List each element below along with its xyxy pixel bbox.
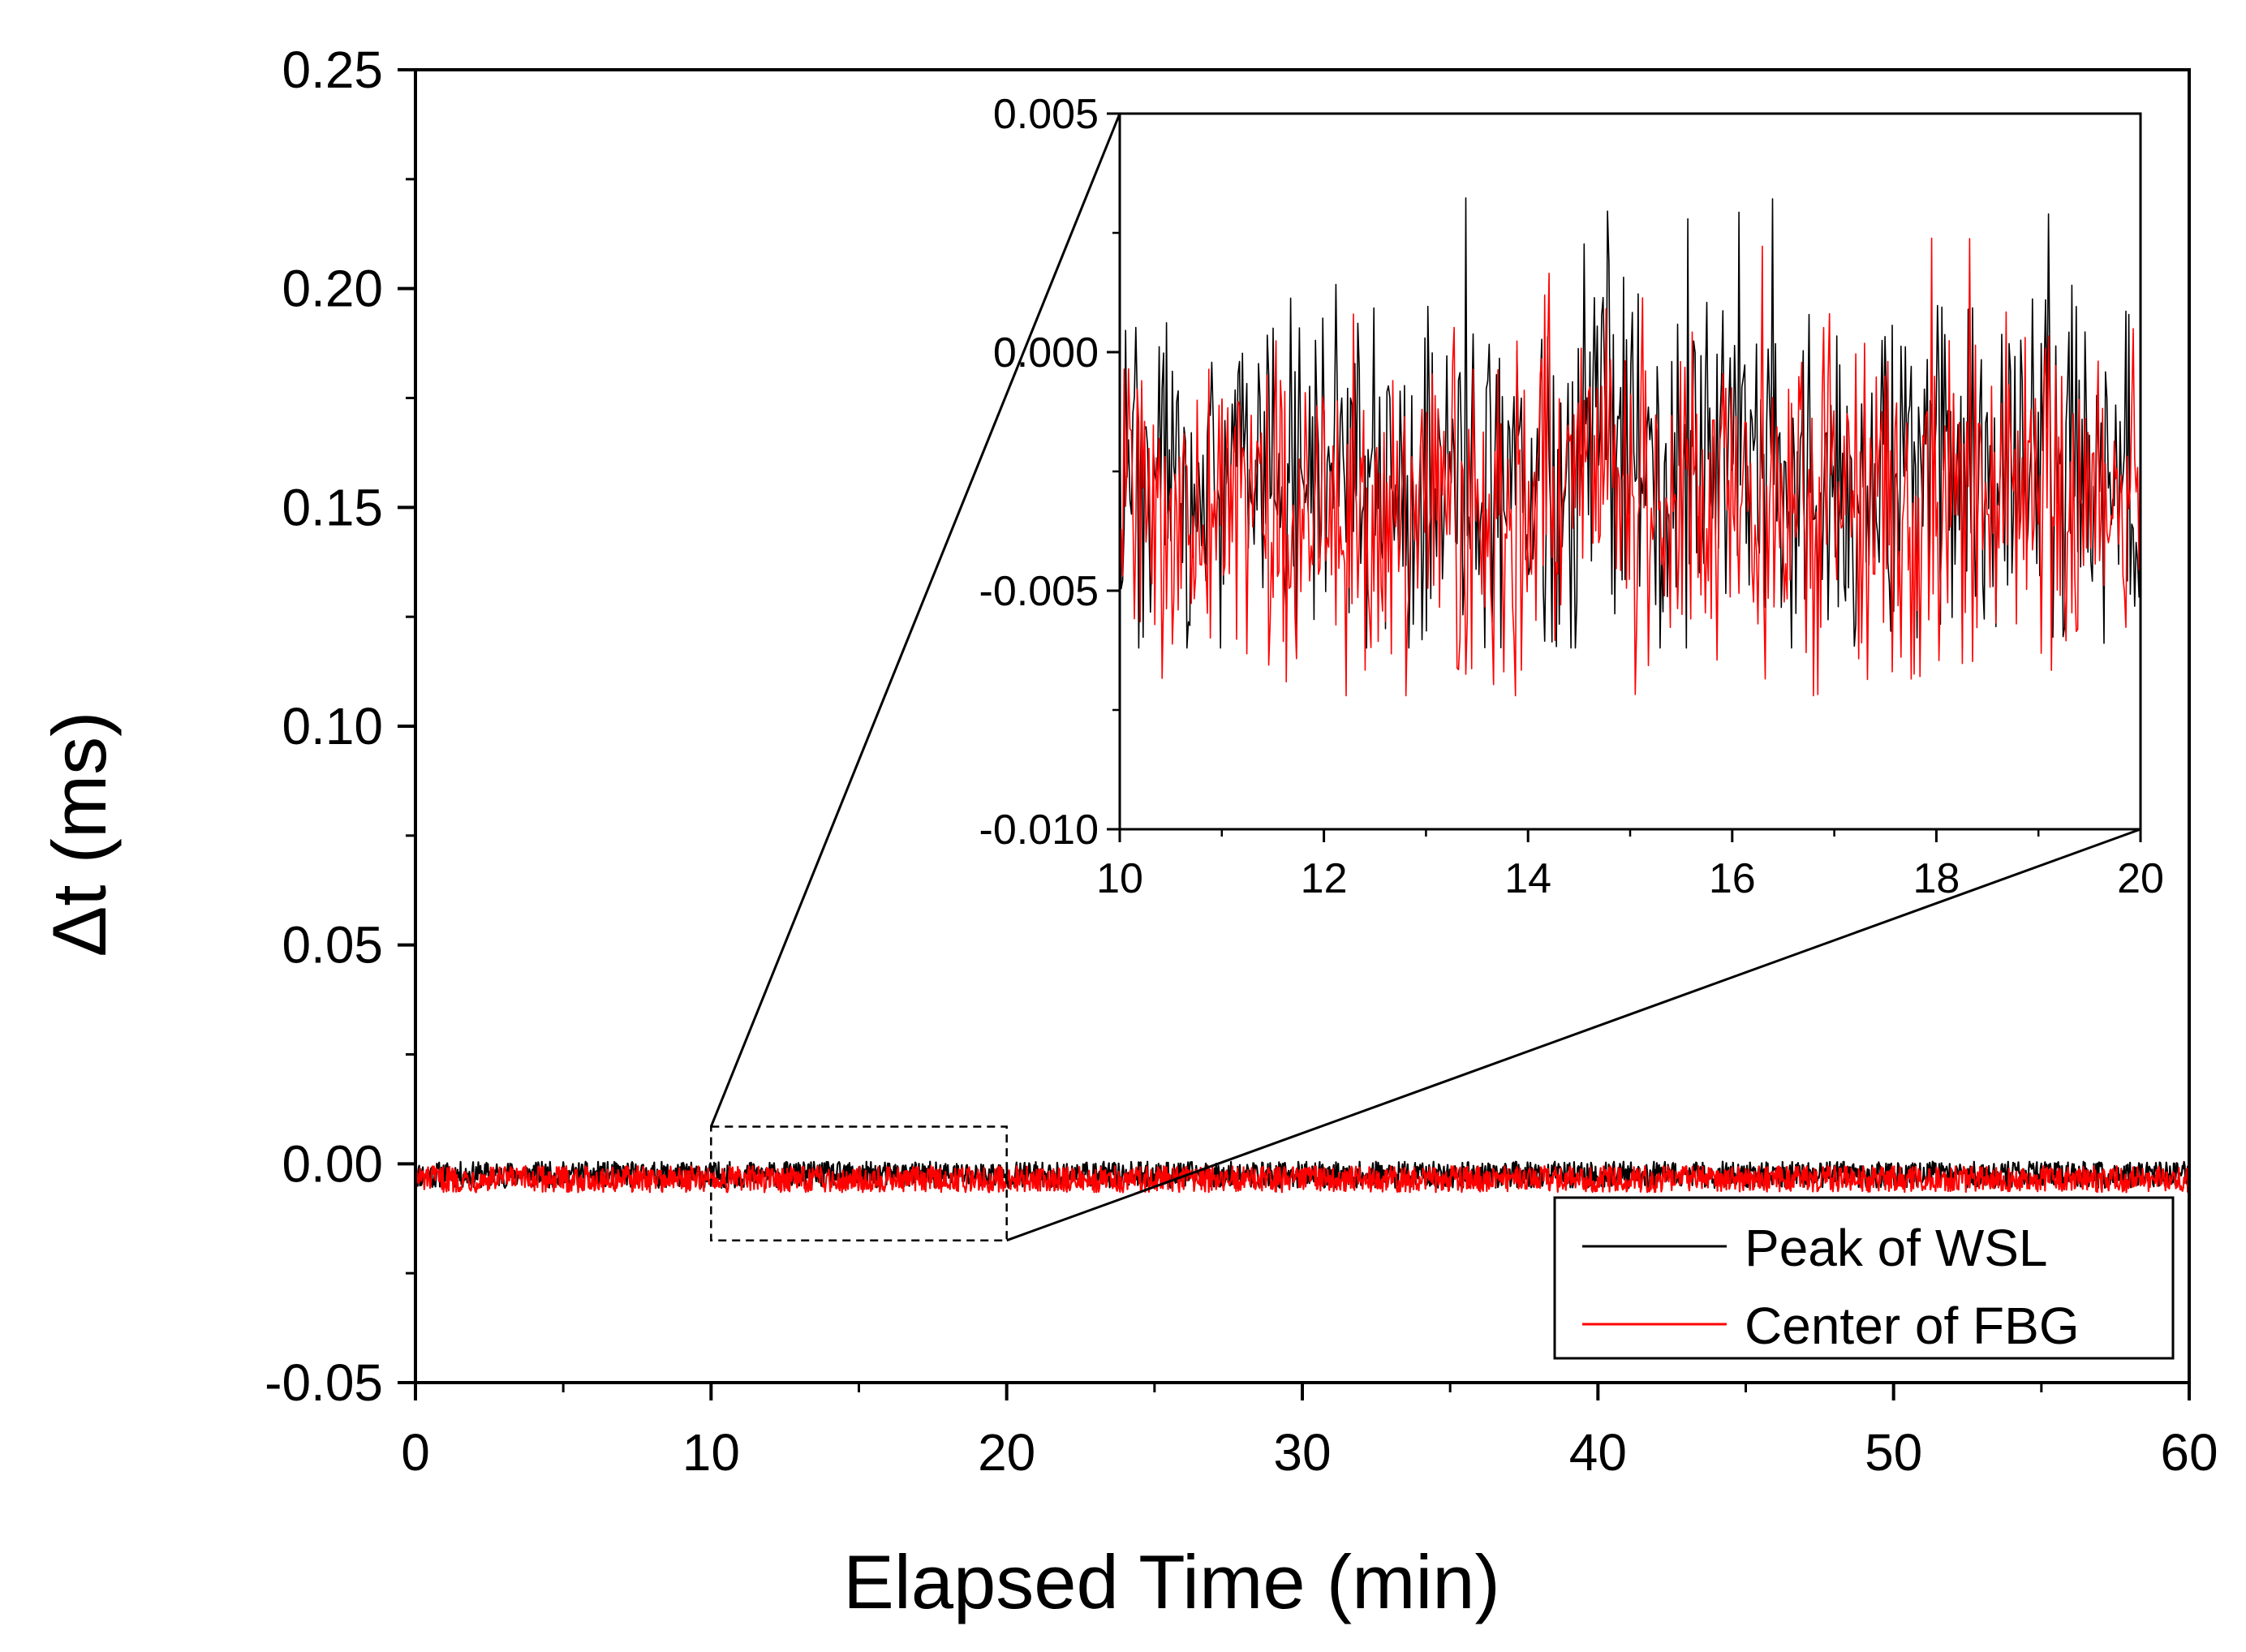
y-tick-label: 0.00 <box>282 1134 383 1193</box>
main-series-line <box>414 1164 2191 1194</box>
y-tick-label: 0.20 <box>282 260 383 318</box>
main-x-axis-label: Elapsed Time (min) <box>843 1539 1500 1624</box>
main-y-axis-label: Δt (ms) <box>37 712 122 957</box>
inset-x-tick-label: 20 <box>2117 855 2164 902</box>
zoom-box <box>710 1125 1008 1241</box>
inset-series-line <box>1119 237 2141 697</box>
x-tick-label: 10 <box>682 1423 740 1482</box>
y-tick-label: 0.10 <box>282 697 383 755</box>
inset-y-tick-label: 0.000 <box>993 329 1099 376</box>
zoom-connector-top <box>709 113 1121 1128</box>
x-tick-label: 0 <box>401 1423 430 1482</box>
inset-x-tick-label: 14 <box>1504 855 1551 902</box>
legend-label-peak-of-wsl: Peak of WSL <box>1745 1219 2048 1277</box>
zoom-indicator <box>709 113 2141 1242</box>
inset-x-tick-label: 10 <box>1096 855 1143 902</box>
inset-x-tick-label: 18 <box>1913 855 1960 902</box>
main-axis-ticks: 0 10 20 30 40 50 60 -0.05 0.00 0.05 0.10 0.15 0.20 0.… <box>265 41 2218 1482</box>
inset-x-tick-label: 12 <box>1301 855 1348 902</box>
legend-label-center-of-fbg: Center of FBG <box>1745 1297 2080 1355</box>
y-tick-label: 0.05 <box>282 916 383 974</box>
inset-axis-ticks: 10 12 14 16 18 20 -0.010 -0.005 0.000 0.005 <box>979 91 2164 902</box>
x-tick-label: 50 <box>1865 1423 1922 1482</box>
x-tick-label: 60 <box>2160 1423 2218 1482</box>
inset-plot-series <box>1119 197 2141 697</box>
inset-x-tick-label: 16 <box>1709 855 1756 902</box>
y-tick-label: 0.25 <box>282 41 383 99</box>
zoom-connector-bottom <box>1006 828 2141 1242</box>
inset-y-tick-label: -0.005 <box>979 568 1099 615</box>
legend: Peak of WSL Center of FBG <box>1553 1196 2175 1360</box>
legend-box <box>1553 1196 2175 1360</box>
inset-y-tick-label: 0.005 <box>993 91 1099 138</box>
x-tick-label: 30 <box>1273 1423 1331 1482</box>
main-plot-series <box>414 1160 2191 1194</box>
y-tick-label: 0.15 <box>282 478 383 536</box>
x-tick-label: 40 <box>1569 1423 1627 1482</box>
y-tick-label: -0.05 <box>265 1353 383 1412</box>
inset-y-tick-label: -0.010 <box>979 807 1099 854</box>
x-tick-label: 20 <box>978 1423 1035 1482</box>
